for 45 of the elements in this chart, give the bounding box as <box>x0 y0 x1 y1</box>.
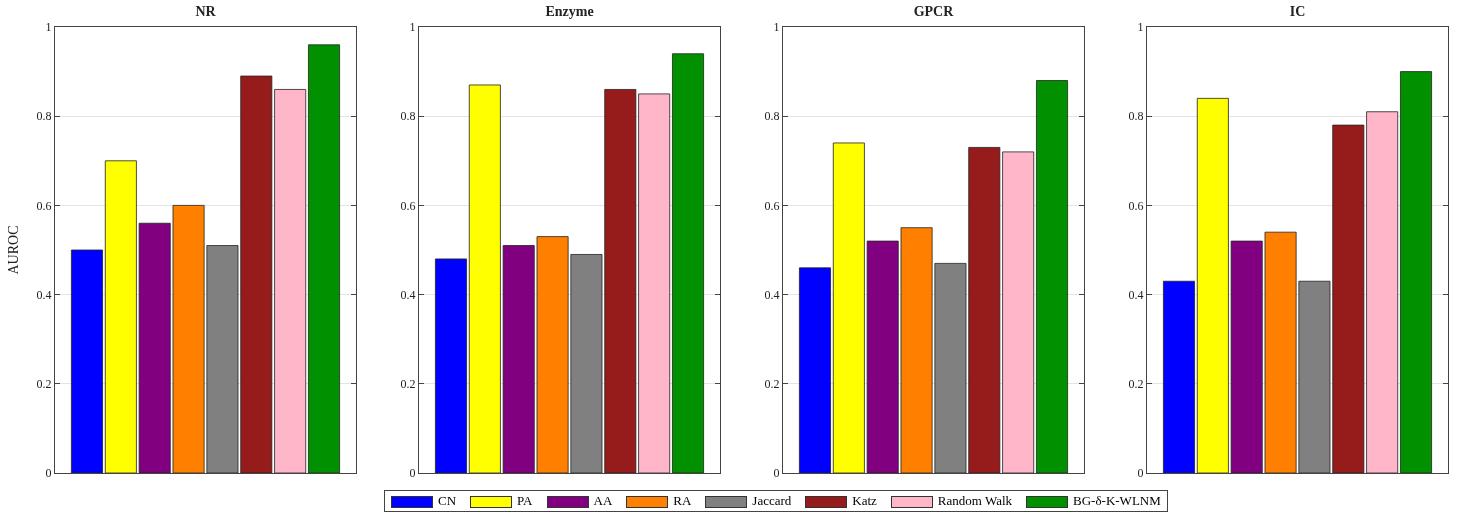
legend-label: PA <box>517 493 533 508</box>
legend-label: RA <box>673 493 692 508</box>
y-tick-label: 0.6 <box>1128 198 1144 213</box>
y-tick-label: 1 <box>773 20 780 35</box>
legend-label: Random Walk <box>937 493 1013 508</box>
chart-title: IC <box>1289 3 1306 19</box>
y-tick-label: 0.4 <box>764 287 780 302</box>
y-tick-label: 0.2 <box>764 377 780 391</box>
y-tick-label: 0.4 <box>400 287 416 302</box>
y-tick-label: 0.8 <box>400 109 416 124</box>
y-tick-label: 0.2 <box>400 377 416 391</box>
y-tick-label: 1 <box>1137 20 1144 35</box>
y-tick-label: 0 <box>773 466 780 481</box>
y-tick-label: 0.2 <box>36 377 52 391</box>
y-tick-label: 0 <box>1137 466 1144 481</box>
y-tick-label: 0 <box>409 466 416 481</box>
y-tick-label: 0.4 <box>1128 287 1144 302</box>
y-tick-label: 0.4 <box>36 287 52 302</box>
chart-title: Enzyme <box>545 3 594 19</box>
legend-label: Katz <box>852 493 877 508</box>
y-tick-label: 0.8 <box>1128 109 1144 124</box>
y-tick-label: 0.8 <box>36 109 52 124</box>
y-tick-label: 0.6 <box>764 198 780 213</box>
y-tick-label: 0 <box>45 466 52 481</box>
bar <box>308 44 340 473</box>
bar <box>672 53 704 473</box>
y-tick-label: 0.6 <box>400 198 416 213</box>
y-axis-title: AUROC <box>6 225 22 275</box>
bar <box>1036 80 1068 473</box>
y-tick-label: 0.6 <box>36 198 52 213</box>
y-tick-label: 0.2 <box>1128 377 1144 391</box>
y-tick-label: 1 <box>409 20 416 35</box>
legend-label: CN <box>438 493 457 508</box>
legend-label: BG-δ-K-WLNM <box>1073 493 1161 508</box>
legend-label: Jaccard <box>752 493 792 508</box>
y-tick-label: 0.8 <box>764 109 780 124</box>
bar <box>1400 71 1432 473</box>
bar <box>1163 280 1195 473</box>
y-tick-label: 1 <box>45 20 52 35</box>
chart-title: GPCR <box>913 3 955 19</box>
chart-title: NR <box>195 3 217 19</box>
bar <box>799 267 831 473</box>
bar <box>435 258 467 473</box>
legend-label: AA <box>593 493 613 508</box>
bar <box>71 249 103 473</box>
